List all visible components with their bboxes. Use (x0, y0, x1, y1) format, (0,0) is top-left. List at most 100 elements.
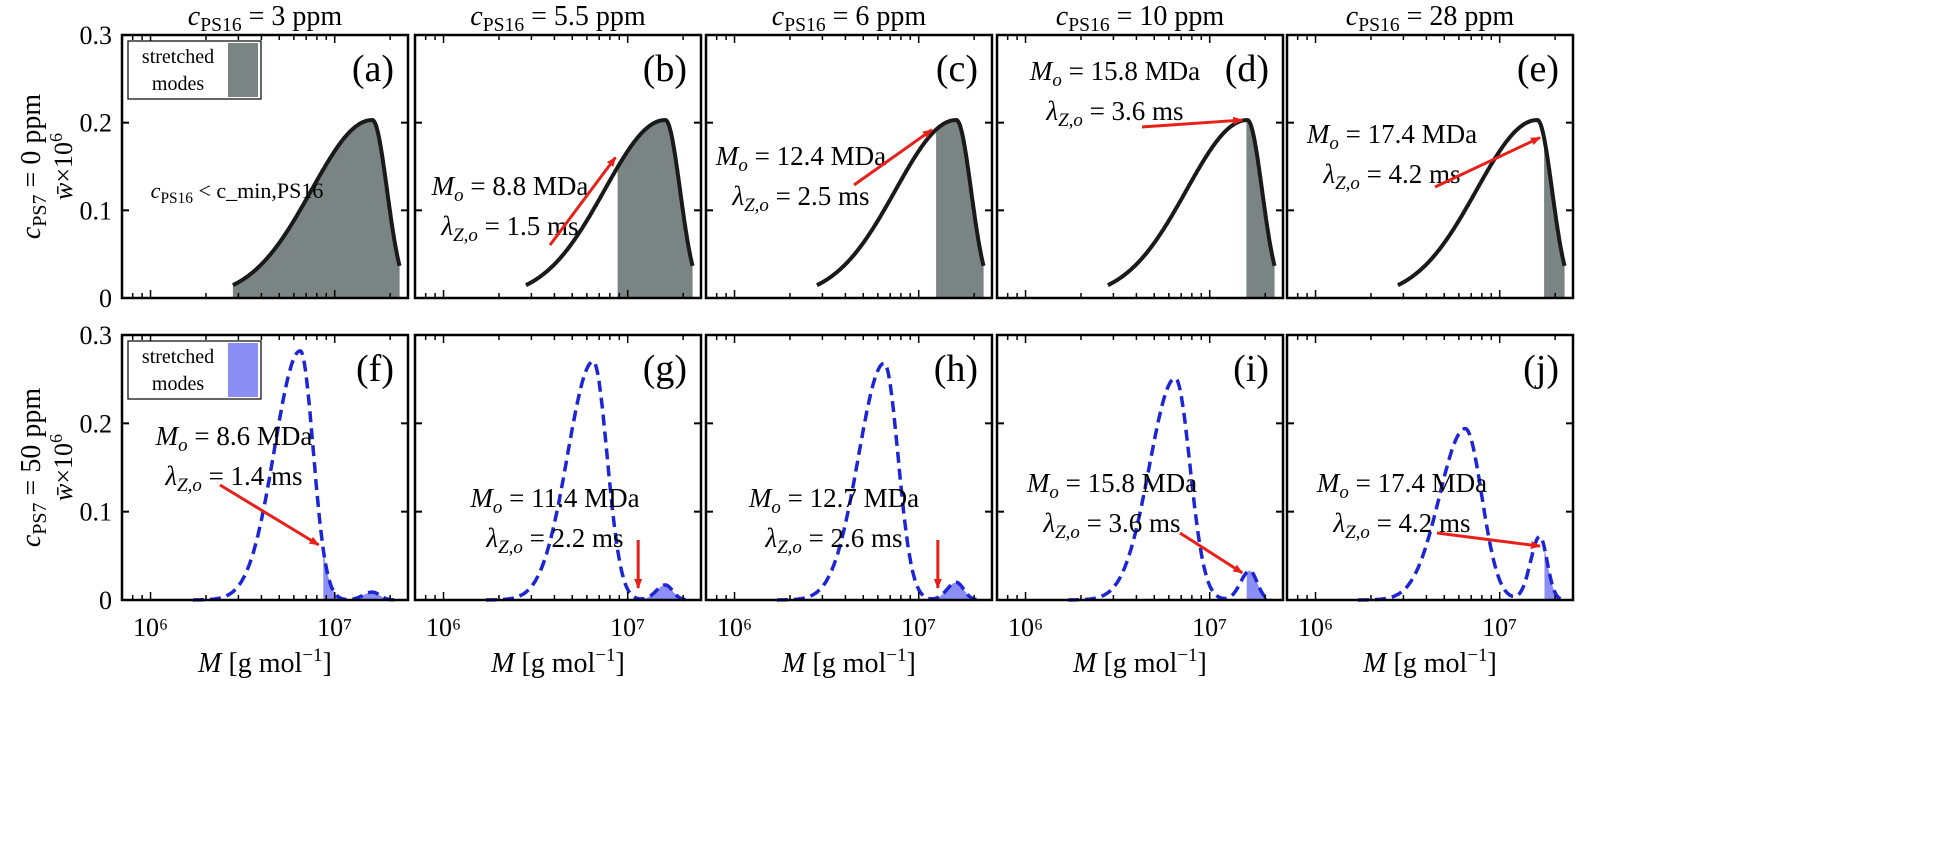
legend-swatch (228, 343, 258, 397)
panel-e: cPS16 = 28 ppm(e) Mo = 17.4 MDa λZ,o = 4.2… (1285, 1, 1575, 300)
y-axis-label: w̄×106 (46, 434, 78, 501)
stretched-modes-area (617, 120, 693, 298)
y-tick-label: 0.1 (80, 498, 113, 527)
x-tick-label: 10⁶ (1298, 613, 1333, 642)
panel-label: (g) (643, 348, 687, 390)
y-tick-label: 0 (99, 586, 112, 615)
annotation-text: λZ,o = 3.6 ms (1045, 96, 1183, 131)
annotation-text: Mo = 12.4 MDa (715, 141, 886, 176)
y-tick-label: 0 (99, 284, 112, 313)
panel-c: cPS16 = 6 ppm (c) Mo = 12.4 MDa λZ,o = 2.5 … (704, 1, 994, 300)
annotation-text: cPS16 < c_min,PS16 (151, 178, 324, 207)
y-tick-label: 0.1 (80, 196, 113, 225)
y-tick-label: 0.3 (80, 21, 113, 50)
panel-label: (d) (1225, 48, 1269, 90)
axes-frame (995, 33, 1285, 300)
y-tick-label: 0.2 (80, 409, 113, 438)
column-title: cPS16 = 3 ppm (188, 1, 343, 36)
axes-frame (1285, 33, 1575, 300)
stretched-modes-area (232, 120, 400, 298)
y-axis-label: w̄×106 (46, 133, 78, 200)
panel-label: (f) (356, 348, 394, 390)
axes-frame (704, 333, 994, 602)
panel-label: (c) (936, 48, 978, 90)
axes-frame (1285, 333, 1575, 602)
annotation-text: λZ,o = 1.4 ms (164, 461, 302, 496)
legend-label: stretched (142, 346, 214, 368)
legend-label: modes (152, 373, 204, 395)
stretched-modes-area (1246, 570, 1271, 600)
distribution-curve (486, 359, 689, 602)
distribution-curve (777, 361, 980, 602)
annotation-text: Mo = 11.4 MDa (469, 483, 639, 518)
stretched-modes-area (1544, 548, 1561, 600)
stretched-modes-area (936, 120, 984, 298)
annotation-text: λZ,o = 2.5 ms (731, 181, 869, 216)
legend: stretched modes (127, 340, 262, 400)
annotation-arrow (853, 128, 933, 187)
panel-label: (b) (643, 48, 687, 90)
annotation-text: λZ,o = 4.2 ms (1332, 508, 1470, 543)
x-tick-label: 10⁷ (317, 613, 352, 642)
x-tick-label: 10⁶ (133, 613, 168, 642)
x-tick-label: 10⁶ (717, 613, 752, 642)
panel-label: (i) (1233, 348, 1269, 390)
annotation-text: Mo = 17.4 MDa (1316, 468, 1487, 503)
annotation-arrow (548, 156, 617, 246)
y-tick-label: 0.2 (80, 109, 113, 138)
panel-j: 10⁶ 10⁷ M [g mol−1] (j) Mo = 17.4 MDa λZ,o = … (1285, 333, 1575, 679)
annotation-arrow (1141, 116, 1244, 129)
row-title: cPS7 = 0 ppm (16, 94, 51, 239)
panel-b: cPS16 = 5.5 ppm (b) Mo = 8.8 MDa λZ,o = 1.5… (413, 1, 703, 300)
distribution-curve (1397, 117, 1567, 287)
panel-h: 10⁶ 10⁷ M [g mol−1] (h) Mo = 12.7 MDa λZ,o = … (704, 333, 994, 679)
annotation-text: Mo = 15.8 MDa (1026, 468, 1197, 503)
column-title: cPS16 = 10 ppm (1056, 1, 1225, 36)
annotation-text: Mo = 17.4 MDa (1306, 119, 1477, 154)
x-tick-label: 10⁷ (1192, 613, 1227, 642)
annotation-text: λZ,o = 1.5 ms (440, 211, 578, 246)
axes-frame (413, 33, 703, 300)
annotation-arrow (219, 483, 320, 547)
distribution-curve (193, 349, 397, 602)
axes-frame (995, 333, 1285, 602)
axes-frame (704, 33, 994, 300)
annotation-text: λZ,o = 2.2 ms (485, 523, 623, 558)
distribution-curve (1068, 376, 1272, 602)
column-title: cPS16 = 5.5 ppm (470, 1, 646, 36)
row-title: cPS7 = 50 ppm (16, 388, 51, 547)
panel-label: (h) (934, 348, 978, 390)
x-axis-label: M [g mol−1] (197, 645, 332, 679)
annotation-text: λZ,o = 4.2 ms (1322, 159, 1460, 194)
stretched-modes-area (938, 582, 980, 600)
x-tick-label: 10⁷ (901, 613, 936, 642)
x-axis-label: M [g mol−1] (490, 645, 625, 679)
distribution-curve (1358, 426, 1562, 602)
x-axis-label: M [g mol−1] (1362, 645, 1497, 679)
column-title: cPS16 = 6 ppm (772, 1, 927, 36)
panel-label: (e) (1517, 48, 1559, 90)
x-tick-label: 10⁶ (1008, 613, 1043, 642)
distribution-curve (525, 117, 695, 287)
panel-i: 10⁶ 10⁷ M [g mol−1] (i) Mo = 15.8 MDa λZ,o = … (995, 333, 1285, 679)
distribution-curve (232, 117, 402, 287)
distribution-curve (1107, 117, 1277, 287)
annotation-text: Mo = 8.8 MDa (431, 171, 589, 206)
legend: stretched modes (127, 40, 262, 100)
x-tick-label: 10⁶ (426, 613, 461, 642)
axes-frame (120, 333, 410, 602)
stretched-modes-area (323, 549, 396, 600)
distribution-curve (816, 117, 986, 287)
x-axis-label: M [g mol−1] (781, 645, 916, 679)
annotation-text: λZ,o = 3.6 ms (1042, 508, 1180, 543)
stretched-modes-area (1246, 120, 1275, 298)
x-tick-label: 10⁷ (610, 613, 645, 642)
panel-g: 10⁶ 10⁷ M [g mol−1] (g) Mo = 11.4 MDa λZ,o = … (413, 333, 703, 679)
panel-label: (a) (352, 48, 394, 90)
annotation-text: Mo = 8.6 MDa (155, 421, 313, 456)
legend-label: stretched (142, 46, 214, 68)
